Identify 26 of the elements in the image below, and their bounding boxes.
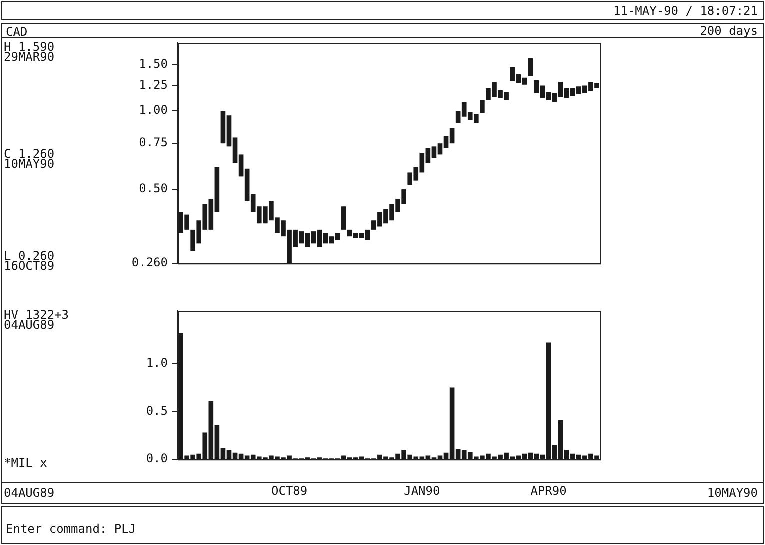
x-tick-label: OCT89 xyxy=(271,484,308,498)
y-tick-label: 0.75 xyxy=(139,136,168,150)
text: 10MAY90 xyxy=(707,486,758,500)
text: 10MAY90 xyxy=(4,157,55,171)
y-tick-label: 1.25 xyxy=(139,78,168,92)
x-tick-label: JAN90 xyxy=(404,484,440,498)
y-tick-label: 1.50 xyxy=(139,57,168,72)
text: Enter command: PLJ xyxy=(6,522,136,536)
text: 04AUG89 xyxy=(4,318,55,332)
text: 29MAR90 xyxy=(4,50,55,64)
text: 200 days xyxy=(700,24,758,38)
text: CAD xyxy=(6,25,28,39)
bar xyxy=(480,100,485,114)
y-tick-label: 1.00 xyxy=(139,103,168,118)
text: 16OCT89 xyxy=(4,259,55,273)
y-tick-label: 0.5 xyxy=(146,404,168,418)
y-tick-label: 0.0 xyxy=(146,452,168,466)
text: 04AUG89 xyxy=(4,486,55,500)
y-tick-label: 0.260 xyxy=(132,256,168,270)
y-tick-label: 0.50 xyxy=(139,182,168,196)
y-tick-label: 1.0 xyxy=(146,356,168,370)
bar xyxy=(528,58,534,76)
x-tick-label: APR90 xyxy=(530,484,567,498)
text: 11-MAY-90 / 18:07:21 xyxy=(614,4,758,18)
text: *MIL x xyxy=(4,456,48,470)
bar xyxy=(341,206,346,230)
